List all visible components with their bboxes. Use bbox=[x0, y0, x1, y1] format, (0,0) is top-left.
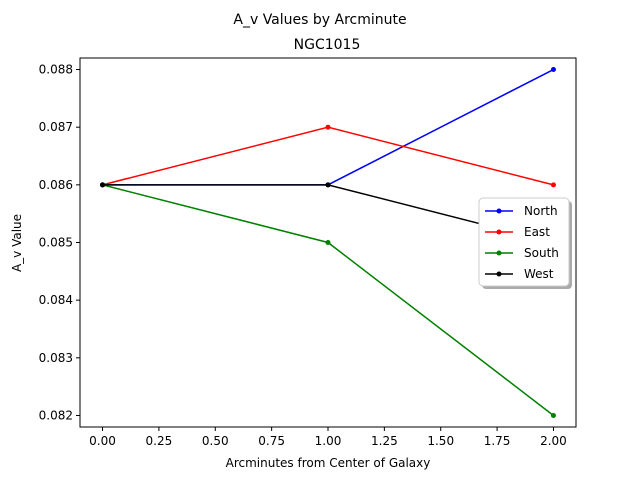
y-tick-label: 0.084 bbox=[39, 293, 73, 307]
y-tick-label: 0.083 bbox=[39, 351, 73, 365]
data-point-south bbox=[550, 412, 556, 418]
chart-suptitle: A_v Values by Arcminute bbox=[233, 12, 406, 28]
y-tick-label: 0.088 bbox=[39, 63, 73, 77]
legend-marker-east bbox=[496, 229, 502, 235]
x-tick-label: 0.00 bbox=[89, 434, 116, 448]
legend-label-west: West bbox=[524, 267, 554, 281]
legend: North East South West bbox=[478, 197, 572, 289]
legend-item-south: South bbox=[485, 246, 559, 260]
y-axis-label: A_v Value bbox=[10, 214, 24, 272]
x-tick-label: 1.25 bbox=[371, 434, 398, 448]
x-tick-label: 0.50 bbox=[202, 434, 229, 448]
x-tick-label: 0.75 bbox=[258, 434, 285, 448]
legend-item-west: West bbox=[485, 267, 554, 281]
series-line-east bbox=[102, 126, 554, 186]
data-point-north bbox=[550, 67, 556, 73]
y-tick-label: 0.085 bbox=[39, 236, 73, 250]
y-tick-label: 0.082 bbox=[39, 408, 73, 422]
x-tick-label: 1.75 bbox=[484, 434, 511, 448]
legend-marker-west bbox=[496, 271, 502, 277]
data-point-east bbox=[325, 124, 331, 130]
legend-marker-north bbox=[496, 208, 502, 214]
x-axis-label: Arcminutes from Center of Galaxy bbox=[226, 456, 431, 470]
chart-title: NGC1015 bbox=[294, 37, 361, 53]
plot-area-frame bbox=[79, 57, 577, 428]
legend-marker-south bbox=[496, 250, 502, 256]
legend-label-south: South bbox=[524, 246, 559, 260]
data-point-west bbox=[100, 182, 106, 188]
data-point-south bbox=[325, 240, 331, 245]
legend-label-east: East bbox=[524, 225, 550, 239]
x-tick-label: 1.50 bbox=[427, 434, 454, 448]
data-point-west bbox=[325, 182, 331, 188]
legend-box bbox=[478, 197, 570, 287]
x-tick-label: 1.00 bbox=[315, 434, 342, 448]
y-tick-label: 0.086 bbox=[39, 178, 73, 192]
y-tick-label: 0.087 bbox=[39, 120, 73, 134]
ticks-layer: 0.00 0.25 0.50 0.75 1.00 1.25 1.50 1.75 2.00 0.08… bbox=[39, 63, 567, 448]
legend-item-east: East bbox=[485, 225, 550, 239]
legend-item-north: North bbox=[485, 204, 558, 218]
x-tick-label: 0.25 bbox=[146, 434, 173, 448]
series-east bbox=[100, 124, 556, 188]
data-point-east bbox=[550, 182, 556, 188]
legend-label-north: North bbox=[524, 204, 558, 218]
x-tick-label: 2.00 bbox=[540, 434, 567, 448]
